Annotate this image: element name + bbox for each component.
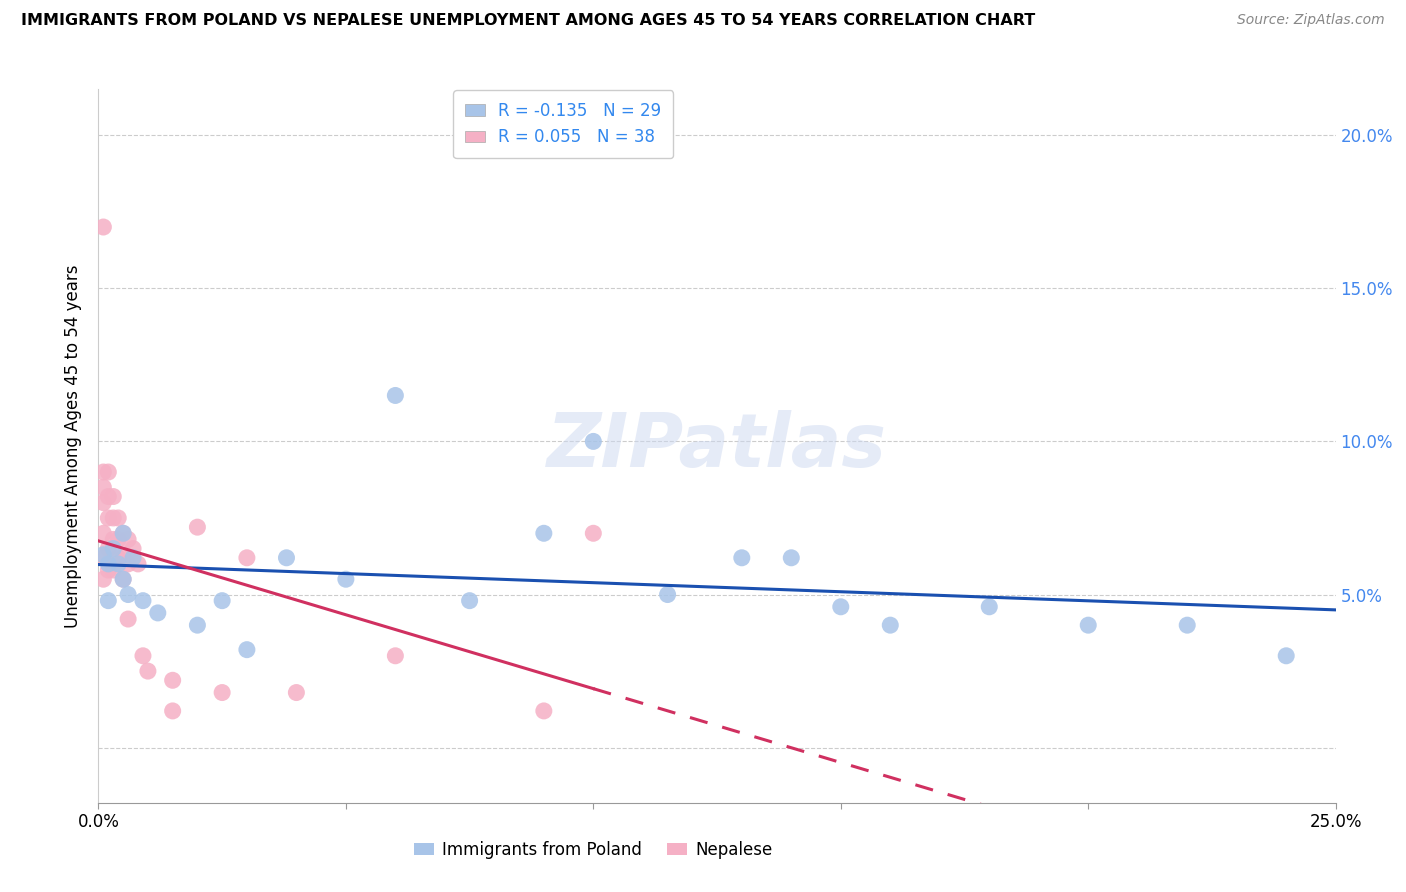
- Point: [103, 563, 125, 577]
- Point: [93, 548, 115, 562]
- Y-axis label: Unemployment Among Ages 45 to 54 years: Unemployment Among Ages 45 to 54 years: [65, 264, 83, 628]
- Point: [97, 593, 120, 607]
- Point: [103, 533, 125, 547]
- Point: [103, 541, 125, 556]
- Point: [533, 526, 555, 541]
- Point: [97, 511, 120, 525]
- Point: [117, 612, 139, 626]
- Point: [117, 557, 139, 571]
- Point: [117, 588, 139, 602]
- Point: [1175, 618, 1198, 632]
- Point: [112, 526, 135, 541]
- Point: [93, 550, 115, 565]
- Point: [211, 593, 233, 607]
- Point: [93, 480, 115, 494]
- Point: [186, 520, 208, 534]
- Point: [112, 572, 135, 586]
- Point: [97, 490, 120, 504]
- Point: [879, 618, 901, 632]
- Legend: Immigrants from Poland, Nepalese: Immigrants from Poland, Nepalese: [408, 835, 779, 866]
- Point: [731, 550, 754, 565]
- Point: [127, 557, 149, 571]
- Point: [211, 685, 233, 699]
- Point: [103, 511, 125, 525]
- Point: [335, 572, 357, 586]
- Point: [93, 526, 115, 541]
- Point: [97, 541, 120, 556]
- Point: [236, 550, 259, 565]
- Point: [112, 526, 135, 541]
- Point: [132, 648, 155, 663]
- Point: [93, 220, 115, 235]
- Point: [112, 550, 135, 565]
- Point: [979, 599, 1001, 614]
- Point: [780, 550, 803, 565]
- Point: [830, 599, 852, 614]
- Point: [122, 550, 145, 565]
- Point: [107, 550, 129, 565]
- Point: [93, 465, 115, 479]
- Text: Source: ZipAtlas.com: Source: ZipAtlas.com: [1237, 13, 1385, 28]
- Point: [1077, 618, 1099, 632]
- Point: [103, 490, 125, 504]
- Point: [93, 496, 115, 510]
- Text: ZIPatlas: ZIPatlas: [547, 409, 887, 483]
- Point: [97, 563, 120, 577]
- Point: [657, 588, 679, 602]
- Point: [285, 685, 308, 699]
- Point: [186, 618, 208, 632]
- Point: [582, 434, 605, 449]
- Point: [146, 606, 169, 620]
- Text: IMMIGRANTS FROM POLAND VS NEPALESE UNEMPLOYMENT AMONG AGES 45 TO 54 YEARS CORREL: IMMIGRANTS FROM POLAND VS NEPALESE UNEMP…: [21, 13, 1035, 29]
- Point: [276, 550, 298, 565]
- Point: [93, 572, 115, 586]
- Point: [107, 557, 129, 571]
- Point: [1275, 648, 1298, 663]
- Point: [107, 511, 129, 525]
- Point: [162, 673, 184, 688]
- Point: [384, 648, 406, 663]
- Point: [162, 704, 184, 718]
- Point: [533, 704, 555, 718]
- Point: [384, 388, 406, 402]
- Point: [136, 664, 159, 678]
- Point: [236, 642, 259, 657]
- Point: [582, 526, 605, 541]
- Point: [458, 593, 481, 607]
- Point: [107, 533, 129, 547]
- Point: [122, 541, 145, 556]
- Point: [97, 557, 120, 571]
- Point: [112, 572, 135, 586]
- Point: [97, 465, 120, 479]
- Point: [117, 533, 139, 547]
- Point: [132, 593, 155, 607]
